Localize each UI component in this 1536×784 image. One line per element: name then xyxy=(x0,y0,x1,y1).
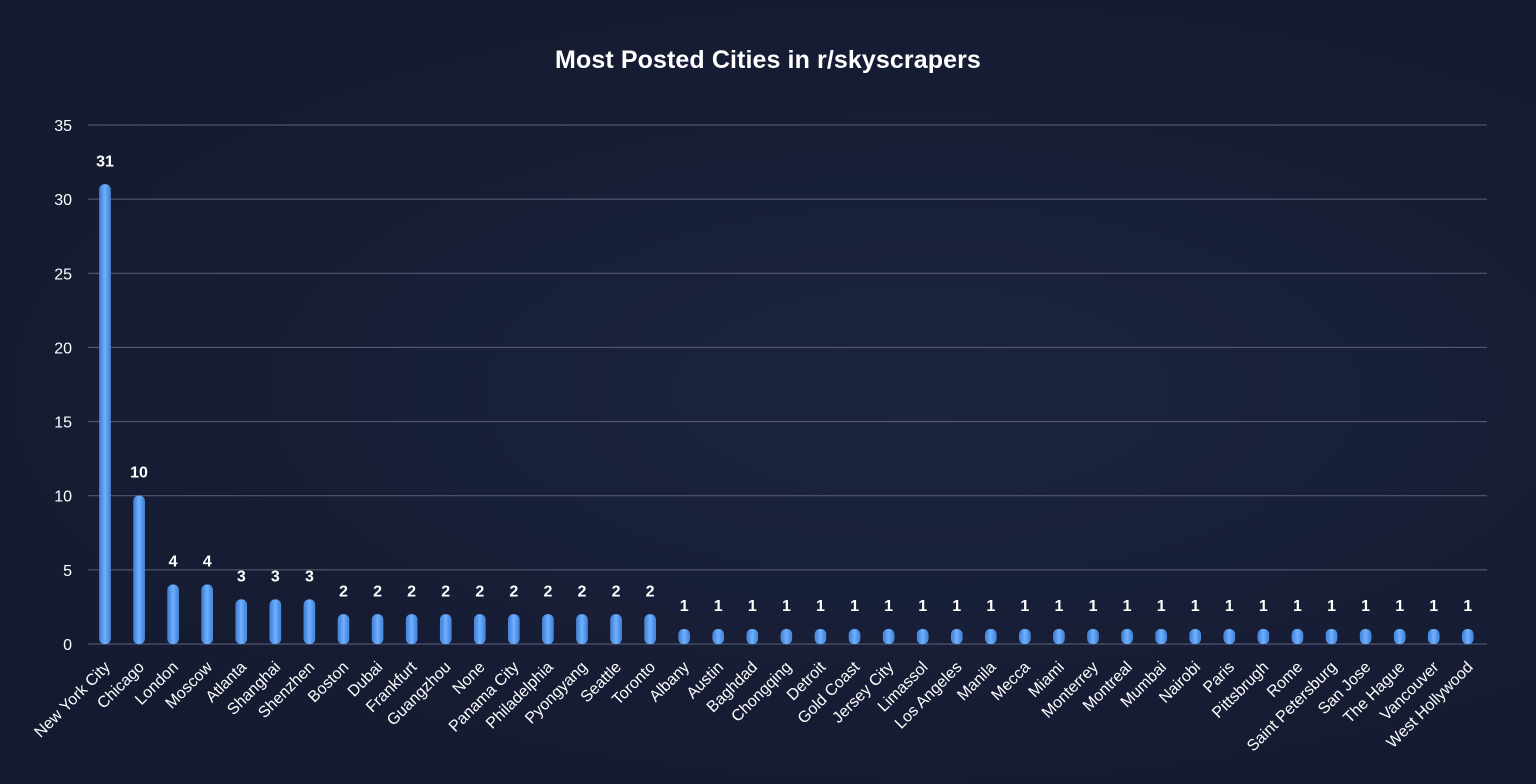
data-label: 1 xyxy=(1293,598,1302,615)
data-label: 2 xyxy=(509,583,518,600)
bar xyxy=(99,184,111,645)
data-label: 1 xyxy=(714,598,723,615)
y-tick-label: 35 xyxy=(54,118,72,135)
data-label: 2 xyxy=(578,583,587,600)
bar xyxy=(610,614,622,645)
data-label: 2 xyxy=(407,583,416,600)
data-label: 1 xyxy=(782,598,791,615)
y-tick-label: 10 xyxy=(54,489,72,506)
bar xyxy=(269,599,282,645)
bar xyxy=(746,628,759,645)
bar xyxy=(1019,628,1031,645)
bar xyxy=(405,614,418,645)
x-tick-label: Mecca xyxy=(988,659,1033,704)
data-label: 10 xyxy=(130,465,148,482)
bar xyxy=(1223,628,1236,645)
y-axis-ticks: 0 5 10 15 20 25 30 35 xyxy=(54,118,72,654)
data-label: 1 xyxy=(1225,598,1234,615)
bar xyxy=(474,614,486,645)
data-label: 1 xyxy=(1429,598,1438,615)
data-label: 2 xyxy=(339,583,348,600)
bar xyxy=(337,614,350,645)
data-label: 1 xyxy=(1327,598,1336,615)
data-label: 1 xyxy=(748,598,757,615)
bar xyxy=(678,628,690,645)
data-label: 1 xyxy=(884,598,893,615)
y-tick-label: 5 xyxy=(63,563,72,580)
data-label: 3 xyxy=(271,569,280,586)
bar xyxy=(1291,628,1304,645)
data-label: 31 xyxy=(96,153,114,170)
bar xyxy=(882,628,895,645)
data-label: 1 xyxy=(1361,598,1370,615)
data-label: 1 xyxy=(816,598,825,615)
data-label: 3 xyxy=(237,569,246,586)
y-tick-label: 20 xyxy=(54,340,72,357)
x-axis-labels: New York CityChicagoLondonMoscowAtlantaS… xyxy=(31,658,1476,755)
data-label: 1 xyxy=(1395,598,1404,615)
data-label: 1 xyxy=(1123,598,1132,615)
bar xyxy=(1325,628,1338,645)
data-label: 4 xyxy=(169,554,178,571)
bar xyxy=(848,628,861,645)
y-tick-label: 25 xyxy=(54,266,72,283)
data-label: 2 xyxy=(612,583,621,600)
bar xyxy=(201,584,213,645)
bar xyxy=(576,614,588,645)
chart-title: Most Posted Cities in r/skyscrapers xyxy=(555,46,981,74)
bar xyxy=(712,628,725,645)
bar xyxy=(1359,628,1372,645)
data-label: 3 xyxy=(305,569,314,586)
data-label: 2 xyxy=(373,583,382,600)
data-label: 1 xyxy=(1259,598,1268,615)
bar xyxy=(303,599,316,645)
bar xyxy=(985,628,997,645)
data-label: 1 xyxy=(850,598,859,615)
bar xyxy=(814,628,827,645)
bars xyxy=(99,184,1474,645)
y-tick-label: 0 xyxy=(63,637,72,654)
data-label: 1 xyxy=(1089,598,1098,615)
bar xyxy=(439,614,452,645)
data-label: 1 xyxy=(918,598,927,615)
data-label: 1 xyxy=(680,598,689,615)
data-label: 1 xyxy=(1157,598,1166,615)
data-label: 2 xyxy=(646,583,655,600)
y-tick-label: 15 xyxy=(54,415,72,432)
bar xyxy=(1155,628,1167,645)
data-label: 1 xyxy=(952,598,961,615)
bar xyxy=(1189,628,1201,645)
bar xyxy=(1462,628,1474,645)
data-label: 2 xyxy=(543,583,552,600)
data-label: 1 xyxy=(1463,598,1472,615)
data-label: 1 xyxy=(1055,598,1064,615)
bar xyxy=(1053,628,1065,645)
bar xyxy=(951,628,963,645)
data-labels: 31 10 4 4 3 3 3 2 2 2 2 2 2 2 2 2 2 1 1 1 1 1 1 1 1 1 1 1 1 1 1 1 1 1 1 1 1 1… xyxy=(96,153,1472,615)
gridlines xyxy=(88,124,1487,645)
data-label: 4 xyxy=(203,554,212,571)
bar xyxy=(780,628,793,645)
bar xyxy=(235,599,248,645)
bar xyxy=(1427,628,1440,645)
bar xyxy=(167,584,179,645)
bar xyxy=(1257,628,1270,645)
bar xyxy=(1121,628,1133,645)
bar xyxy=(133,495,145,645)
bar xyxy=(542,614,554,645)
bar xyxy=(1087,628,1099,645)
bar xyxy=(508,614,520,645)
bar xyxy=(644,614,656,645)
data-label: 1 xyxy=(1191,598,1200,615)
bar xyxy=(1393,628,1406,645)
bar xyxy=(371,614,384,645)
data-label: 2 xyxy=(475,583,484,600)
data-label: 1 xyxy=(986,598,995,615)
bar xyxy=(916,628,929,645)
data-label: 2 xyxy=(441,583,450,600)
y-tick-label: 30 xyxy=(54,192,72,209)
data-label: 1 xyxy=(1020,598,1029,615)
